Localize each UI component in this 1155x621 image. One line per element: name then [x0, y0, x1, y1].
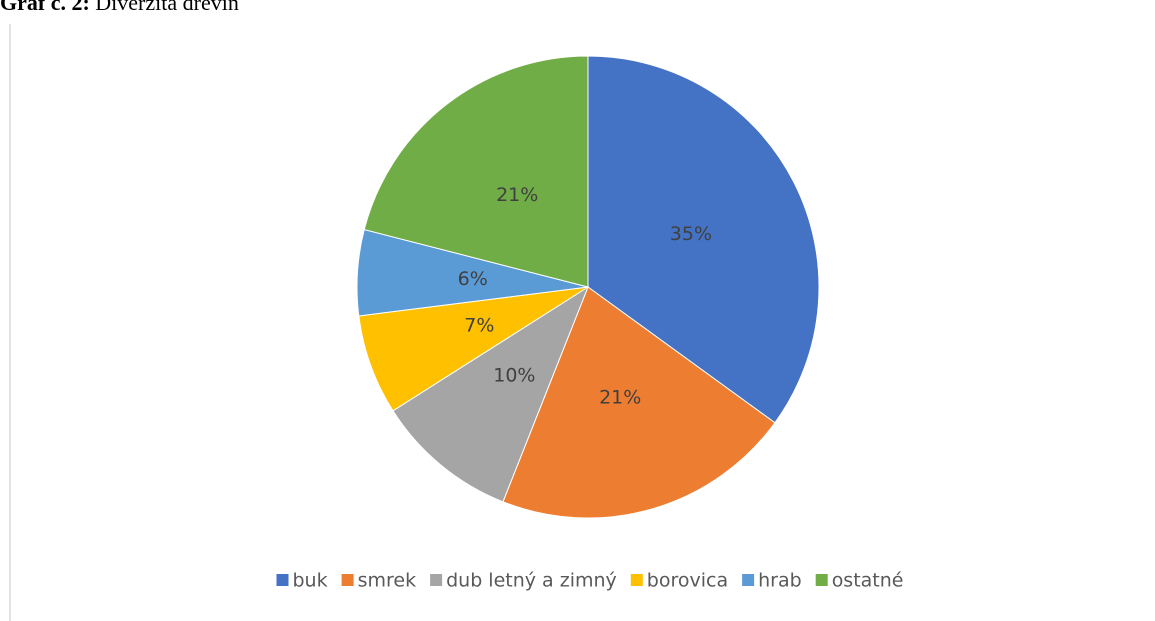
legend-swatch	[815, 574, 828, 586]
caption-number: Graf č. 2:	[0, 0, 90, 15]
data-label: 10%	[493, 364, 535, 386]
data-label: 21%	[599, 386, 641, 408]
legend-label: buk	[293, 570, 328, 592]
legend-label: smrek	[358, 570, 417, 592]
chart-caption: Graf č. 2: Diverzita drevín	[0, 0, 239, 15]
legend-swatch	[341, 574, 354, 586]
legend-label: dub letný a zimný	[446, 570, 617, 592]
legend-swatch	[430, 574, 443, 586]
chart-title: Diverzita drevín	[95, 0, 239, 15]
legend-swatch	[276, 574, 289, 586]
data-label: 35%	[670, 223, 712, 245]
pie-slice	[502, 286, 776, 519]
pie: 35% 21% 10% 7% 6% 21%	[356, 55, 820, 519]
legend-swatch	[742, 574, 755, 586]
data-label: 21%	[496, 184, 538, 206]
pie-slice	[392, 285, 590, 503]
data-label: 7%	[464, 315, 494, 337]
legend-label: borovica	[647, 570, 728, 592]
data-label: 6%	[458, 268, 488, 290]
pie-slice	[363, 55, 589, 288]
legend-label: ostatné	[832, 570, 904, 592]
legend: buk smrek dub letný a zimný borovica hrab ost…	[276, 570, 904, 592]
pie-slice	[587, 55, 820, 424]
pie-slice	[358, 286, 589, 412]
legend-swatch	[630, 574, 643, 586]
legend-label: hrab	[758, 570, 802, 592]
